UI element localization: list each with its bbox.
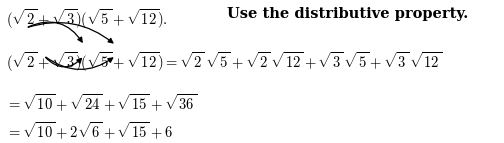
Text: $(\sqrt{2} + \sqrt{3})(\sqrt{5} + \sqrt{12}) = \sqrt{2}\,\sqrt{5} + \sqrt{2}\,\s: $(\sqrt{2} + \sqrt{3})(\sqrt{5} + \sqrt{… [6, 50, 442, 74]
Text: $(\sqrt{2} + \sqrt{3})(\sqrt{5} + \sqrt{12}).$: $(\sqrt{2} + \sqrt{3})(\sqrt{5} + \sqrt{… [6, 7, 168, 31]
Text: $= \sqrt{10} + 2\sqrt{6} + \sqrt{15} + 6$: $= \sqrt{10} + 2\sqrt{6} + \sqrt{15} + 6… [6, 120, 173, 142]
Text: $= \sqrt{10} + \sqrt{24} + \sqrt{15} + \sqrt{36}$: $= \sqrt{10} + \sqrt{24} + \sqrt{15} + \… [6, 93, 197, 114]
Text: Use the distributive property.: Use the distributive property. [227, 7, 468, 21]
